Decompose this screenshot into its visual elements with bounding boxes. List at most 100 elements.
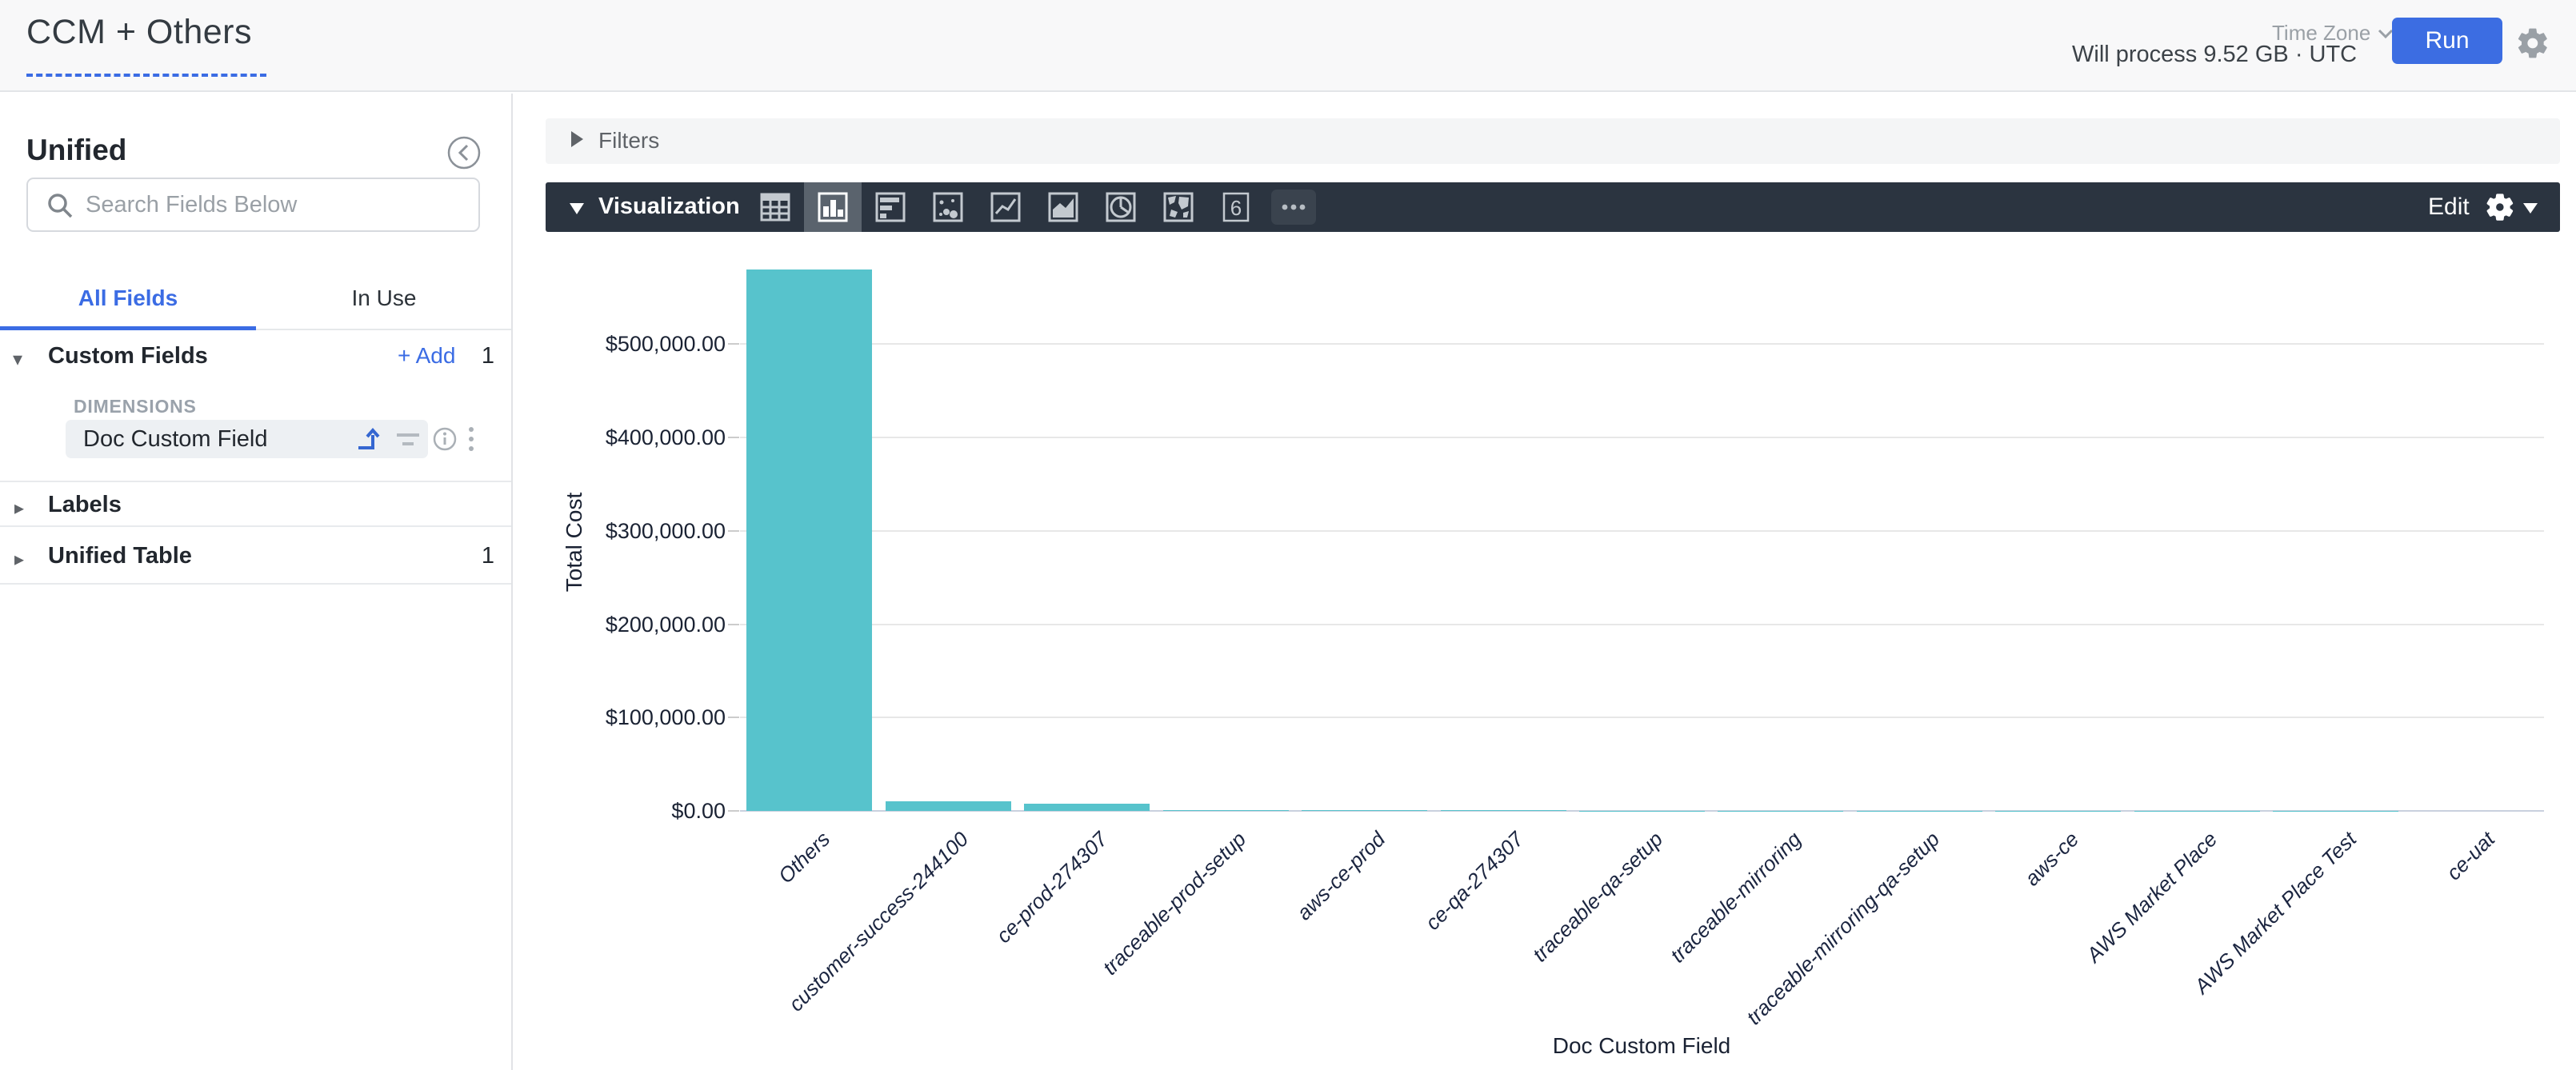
x-tick-label: traceable-mirroring <box>1665 827 1806 968</box>
column-chart-icon[interactable] <box>804 182 862 232</box>
caret-right-icon: ▸ <box>14 549 25 570</box>
caret-down-icon[interactable] <box>570 203 584 214</box>
section-labels[interactable]: ▸ Labels <box>0 490 511 533</box>
viz-type-switcher: 6 <box>746 182 1322 232</box>
field-label: Doc Custom Field <box>83 426 268 452</box>
x-tick-label: traceable-prod-setup <box>1098 827 1251 980</box>
explore-name: Unified <box>26 134 127 166</box>
timezone-dropdown[interactable]: Time Zone <box>2272 21 2400 46</box>
timezone-label: Time Zone <box>2272 21 2371 45</box>
caret-down-icon[interactable] <box>2523 203 2538 214</box>
field-picker-sidebar: Unified All Fields In Use ▾ Custom Field… <box>0 94 513 1070</box>
y-tick-label: $100,000.00 <box>605 705 726 729</box>
page-title-dashed-underline <box>26 74 266 77</box>
x-axis-title: Doc Custom Field <box>1552 1033 1731 1058</box>
bar-customer-success-244100[interactable] <box>886 801 1011 811</box>
y-axis-title: Total Cost <box>562 492 586 593</box>
chevron-down-icon <box>2377 21 2394 46</box>
process-size-status: Will process 9.52 GB · UTC <box>2072 42 2358 67</box>
filters-label: Filters <box>598 128 660 153</box>
divider <box>0 481 511 482</box>
add-custom-field-button[interactable]: + Add <box>398 343 456 368</box>
table-icon[interactable] <box>746 182 804 232</box>
dimensions-group-label: DIMENSIONS <box>74 396 197 417</box>
y-tick-mark <box>728 530 739 532</box>
x-tick-label: ce-prod-274307 <box>991 827 1113 948</box>
more-viz-icon[interactable] <box>1265 182 1322 232</box>
bar-ce-prod-274307[interactable] <box>1024 803 1150 811</box>
run-button[interactable]: Run <box>2392 18 2502 64</box>
section-label: Labels <box>48 492 122 517</box>
y-tick-mark <box>728 624 739 625</box>
line-chart-icon[interactable] <box>977 182 1034 232</box>
filter-icon[interactable] <box>395 427 421 451</box>
x-tick-label: AWS Market Place Test <box>2189 827 2362 999</box>
y-tick-label: $500,000.00 <box>605 332 726 356</box>
x-tick-label: Others <box>773 827 835 888</box>
field-search-box <box>26 178 480 232</box>
x-tick-label: aws-ce-prod <box>1291 827 1390 925</box>
caret-down-icon: ▾ <box>13 349 23 370</box>
y-tick-label: $0.00 <box>671 799 726 823</box>
area-chart-icon[interactable] <box>1034 182 1092 232</box>
section-label: Unified Table <box>48 543 192 569</box>
x-tick-label: customer-success-244100 <box>783 827 974 1016</box>
y-tick-label: $400,000.00 <box>605 425 726 449</box>
gridline <box>740 717 2544 718</box>
svg-text:6: 6 <box>1230 196 1242 220</box>
tab-in-use[interactable]: In Use <box>351 285 417 310</box>
y-tick-mark <box>728 810 739 812</box>
viz-edit-button[interactable]: Edit <box>2428 194 2470 220</box>
info-icon[interactable] <box>432 426 458 452</box>
x-tick-label: aws-ce <box>2019 827 2084 891</box>
kebab-menu-icon[interactable] <box>466 425 477 453</box>
section-count-badge: 1 <box>481 543 494 569</box>
x-tick-label: traceable-mirroring-qa-setup <box>1742 827 1945 1030</box>
single-value-icon[interactable]: 6 <box>1207 182 1265 232</box>
y-tick-label: $200,000.00 <box>605 613 726 637</box>
filters-bar[interactable] <box>546 118 2560 164</box>
divider <box>0 583 511 585</box>
search-input[interactable] <box>86 182 470 227</box>
gridline <box>740 624 2544 625</box>
field-tabs: All Fields In Use <box>0 274 511 330</box>
y-tick-mark <box>728 343 739 345</box>
map-icon[interactable] <box>1150 182 1207 232</box>
y-tick-mark <box>728 717 739 718</box>
section-count-badge: 1 <box>481 343 494 369</box>
top-bar: CCM + Others Time Zone Will process 9.52… <box>0 0 2576 92</box>
field-doc-custom-field[interactable]: Doc Custom Field <box>66 420 428 458</box>
viz-settings-gear-icon[interactable] <box>2485 192 2515 222</box>
bar-aws-ce-prod[interactable] <box>1302 810 1427 811</box>
visualization-toolbar: Visualization 6 Edit <box>546 182 2560 232</box>
collapse-panel-icon[interactable] <box>446 135 482 170</box>
gridline <box>740 343 2544 345</box>
bar-ce-qa-274307[interactable] <box>1441 810 1566 811</box>
page-title[interactable]: CCM + Others <box>26 13 252 51</box>
y-tick-label: $300,000.00 <box>605 519 726 543</box>
tab-all-fields[interactable]: All Fields <box>78 285 178 310</box>
search-icon <box>48 194 73 218</box>
bar-Others[interactable] <box>746 269 872 811</box>
gridline <box>740 530 2544 532</box>
caret-right-icon: ▸ <box>14 497 25 519</box>
visualization-label: Visualization <box>598 194 740 219</box>
x-tick-label: AWS Market Place <box>2082 827 2222 968</box>
pie-chart-icon[interactable] <box>1092 182 1150 232</box>
bar-chart-icon[interactable] <box>862 182 919 232</box>
section-label: Custom Fields <box>48 343 208 369</box>
bar-traceable-prod-setup[interactable] <box>1163 809 1289 811</box>
gridline <box>740 437 2544 438</box>
y-tick-mark <box>728 437 739 438</box>
caret-right-icon <box>571 131 583 147</box>
settings-gear-icon[interactable] <box>2515 26 2550 61</box>
section-custom-fields[interactable]: ▾ Custom Fields + Add 1 <box>0 341 511 380</box>
x-tick-label: ce-qa-274307 <box>1420 827 1529 935</box>
section-unified-table[interactable]: ▸ Unified Table 1 <box>0 541 511 585</box>
x-tick-label: ce-uat <box>2441 827 2500 885</box>
scatter-plot-icon[interactable] <box>919 182 977 232</box>
pivot-icon[interactable] <box>355 425 382 453</box>
x-tick-label: traceable-qa-setup <box>1527 827 1668 967</box>
divider <box>0 525 511 527</box>
